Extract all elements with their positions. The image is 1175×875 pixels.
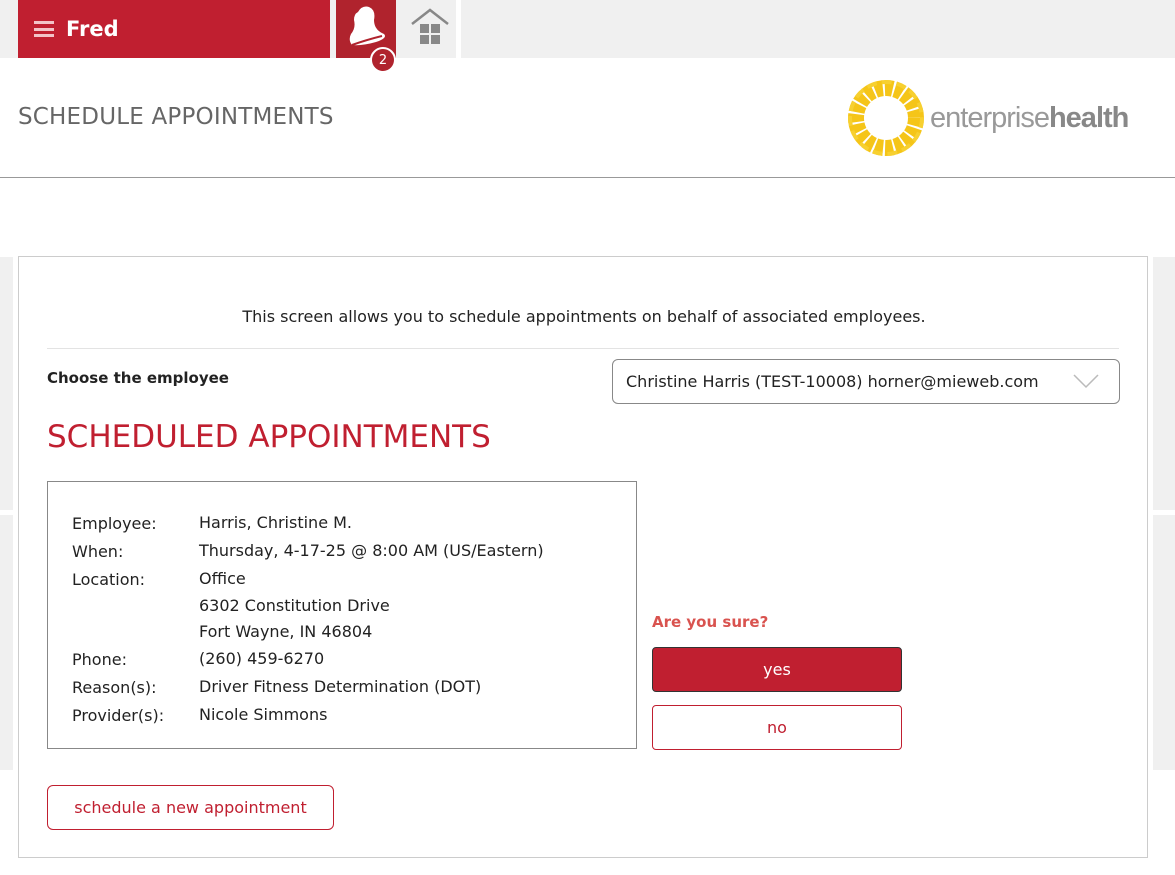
page-title: SCHEDULE APPOINTMENTS: [18, 104, 334, 130]
employee-select-value: Christine Harris (TEST-10008) horner@mie…: [626, 372, 1039, 391]
appointment-row: When: Thursday, 4-17-25 @ 8:00 AM (US/Eas…: [72, 538, 636, 566]
field-value-line: Fort Wayne, IN 46804: [199, 622, 373, 641]
intro-text: This screen allows you to schedule appoi…: [242, 307, 926, 326]
section-title: SCHEDULED APPOINTMENTS: [47, 419, 491, 455]
field-value-line: Harris, Christine M.: [199, 513, 353, 532]
field-label: Location:: [72, 570, 146, 589]
field-label: Reason(s):: [72, 677, 157, 697]
left-gutter: [0, 515, 13, 770]
confirm-prompt: Are you sure?: [652, 613, 769, 631]
notification-badge: 2: [370, 47, 396, 73]
appointment-row: Reason(s): Driver Fitness Determination (…: [72, 674, 636, 702]
appointment-card: Employee: Harris, Christine M. When: Thursd…: [47, 481, 637, 749]
field-value: (260) 459-6270: [199, 646, 324, 674]
field-value: Nicole Simmons: [199, 702, 327, 730]
chevron-down-icon: [1073, 374, 1099, 389]
field-value: Thursday, 4-17-25 @ 8:00 AM (US/Eastern): [199, 538, 544, 566]
home-button[interactable]: [401, 0, 461, 58]
appointment-row: Phone: (260) 459-6270: [72, 646, 636, 674]
left-gutter: [0, 257, 13, 510]
home-icon: [411, 8, 449, 44]
yes-button[interactable]: yes: [652, 647, 902, 692]
schedule-new-appointment-button[interactable]: schedule a new appointment: [47, 785, 334, 830]
field-value-line: Driver Fitness Determination (DOT): [199, 676, 482, 696]
right-gutter: [1153, 257, 1175, 510]
header-divider: [0, 177, 1175, 178]
field-value-line: Office: [199, 569, 246, 588]
field-label: When:: [72, 542, 124, 561]
field-value-line: Thursday, 4-17-25 @ 8:00 AM (US/Eastern): [199, 541, 544, 560]
field-value: Driver Fitness Determination (DOT): [199, 674, 481, 702]
bell-icon: [349, 6, 385, 46]
user-menu-button[interactable]: Fred: [18, 0, 330, 58]
appointment-row: Location: Office 6302 Constitution Drive Fo…: [72, 566, 636, 646]
employee-select[interactable]: Christine Harris (TEST-10008) horner@mie…: [612, 359, 1120, 404]
schedule-panel: This screen allows you to schedule appoi…: [18, 256, 1148, 858]
field-label: Phone:: [72, 649, 127, 669]
menu-icon: [34, 21, 54, 37]
no-button[interactable]: no: [652, 705, 902, 750]
side-strip: [0, 0, 13, 58]
field-value-line: Nicole Simmons: [199, 704, 328, 724]
field-label: Employee:: [72, 514, 157, 533]
field-value: Office 6302 Constitution Drive Fort Wayne,…: [199, 566, 390, 646]
field-label: Provider(s):: [72, 705, 165, 725]
sun-logo-icon: [848, 80, 924, 156]
divider: [47, 348, 1119, 349]
enterprise-health-logo: enterprisehealth: [846, 78, 1151, 158]
field-value-line: 6302 Constitution Drive: [199, 595, 390, 615]
field-value-line: (260) 459-6270: [199, 648, 325, 668]
field-value: Harris, Christine M.: [199, 510, 352, 538]
right-gutter: [1153, 515, 1175, 770]
appointment-row: Provider(s): Nicole Simmons: [72, 702, 636, 730]
user-name: Fred: [66, 17, 119, 41]
choose-employee-label: Choose the employee: [47, 369, 229, 387]
appointment-row: Employee: Harris, Christine M.: [72, 510, 636, 538]
